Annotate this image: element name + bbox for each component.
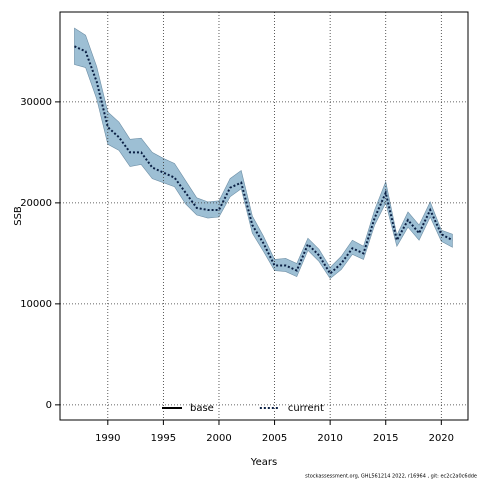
footer: stockassessment.org, GHL561214 2022, r16… xyxy=(305,474,477,480)
plot-frame xyxy=(59,11,469,421)
x-tick-label: 2020 xyxy=(429,433,454,444)
y-axis-label: SSB xyxy=(13,206,24,226)
line xyxy=(74,45,453,276)
y-tick-label: 10000 xyxy=(20,299,52,310)
x-tick-label: 2000 xyxy=(206,433,231,444)
confidence-band xyxy=(74,27,453,280)
x-tick-label: 1995 xyxy=(151,433,176,444)
legend-label: current xyxy=(288,403,324,414)
y-tick-label: 0 xyxy=(46,400,52,411)
x-tick-label: 2010 xyxy=(317,433,342,444)
x-axis-label: Years xyxy=(250,457,277,468)
x-tick-label: 2015 xyxy=(373,433,398,444)
legend-label: base xyxy=(190,403,214,414)
x-tick-label: 1990 xyxy=(95,433,120,444)
y-tick-label: 20000 xyxy=(20,198,52,209)
x-tick-label: 2005 xyxy=(262,433,287,444)
y-tick-label: 30000 xyxy=(20,97,52,108)
